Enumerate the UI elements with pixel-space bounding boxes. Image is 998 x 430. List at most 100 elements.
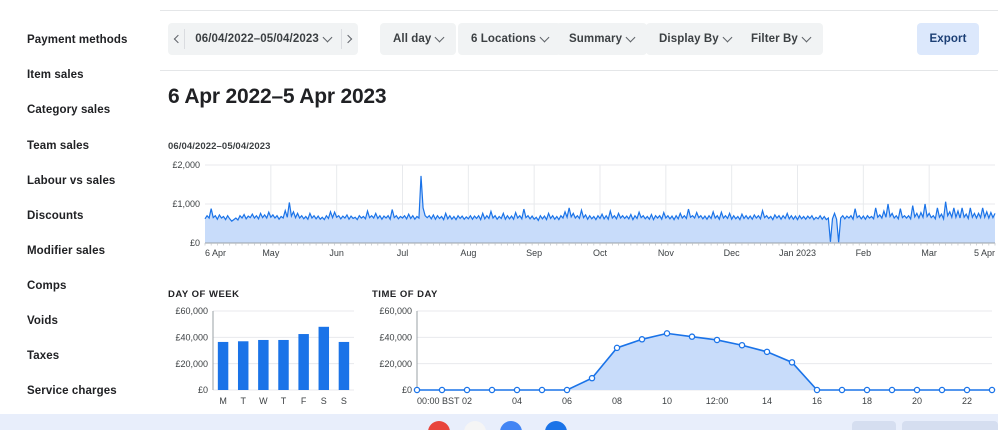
- data-point-marker: [763, 348, 771, 356]
- y-tick-label: £40,000: [379, 333, 412, 343]
- x-tick-label: M: [219, 396, 227, 406]
- bar: [258, 339, 269, 390]
- day-of-week-chart[interactable]: £0 £20,000 £40,000 £60,000 M T W T F S S: [168, 303, 358, 408]
- display-by-selector[interactable]: Display By: [646, 23, 744, 55]
- time-of-day-chart[interactable]: £0 £20,000 £40,000 £60,000 00:00 BST 02 04 06 08…: [372, 303, 998, 408]
- sidebar-item-team-sales[interactable]: Team sales: [27, 139, 89, 153]
- sidebar-item-taxes[interactable]: Taxes: [27, 349, 59, 363]
- locations-label: 6 Locations: [471, 33, 537, 45]
- data-point-marker: [638, 336, 646, 343]
- page-title: 6 Apr 2022–5 Apr 2023: [168, 85, 387, 108]
- sidebar-item-label: Item sales: [27, 69, 84, 81]
- app-icon-white[interactable]: [464, 421, 486, 430]
- x-tick-label: S: [321, 396, 327, 406]
- x-tick-label: Mar: [921, 248, 937, 258]
- x-tick-label: T: [281, 396, 287, 406]
- sidebar-item-voids[interactable]: Voids: [27, 314, 58, 328]
- sidebar-item-payment-methods[interactable]: Payment methods: [27, 33, 128, 47]
- x-tick-label: 10: [662, 396, 672, 406]
- sidebar-item-label: Taxes: [27, 350, 60, 362]
- y-tick-label: £40,000: [175, 333, 208, 343]
- daily-sales-chart[interactable]: £0 £1,000 £2,000 6 Apr May Jun Jul Aug Sep Oct Nov…: [168, 155, 998, 260]
- app-icon-red[interactable]: [428, 421, 450, 430]
- bar: [318, 326, 330, 390]
- chevron-down-icon: [539, 32, 550, 42]
- date-next-button[interactable]: [342, 23, 358, 55]
- export-label: Export: [929, 33, 967, 45]
- sidebar-item-item-sales[interactable]: Item sales: [27, 68, 84, 82]
- x-tick-label: S: [341, 396, 347, 406]
- series-line: [417, 332, 992, 391]
- data-point-marker: [563, 386, 571, 394]
- sidebar-item-modifier-sales[interactable]: Modifier sales: [27, 244, 105, 258]
- x-tick-label: Jun: [329, 248, 344, 258]
- x-tick-label: 18: [862, 396, 872, 406]
- x-tick-label: W: [259, 396, 268, 406]
- date-range-value[interactable]: 06/04/2022–05/04/2023: [185, 23, 341, 55]
- chevron-down-icon: [322, 32, 333, 42]
- y-tick-label: £20,000: [175, 359, 208, 369]
- app-icon-blue-doc[interactable]: [500, 421, 522, 430]
- x-tick-label: F: [301, 396, 307, 406]
- chevron-down-icon: [434, 32, 445, 42]
- sidebar-item-category-sales[interactable]: Category sales: [27, 103, 110, 117]
- chevron-right-icon: [344, 34, 353, 44]
- x-tick-label: 20: [912, 396, 922, 406]
- data-point-marker: [963, 386, 971, 394]
- data-point-marker: [838, 386, 846, 394]
- summary-selector[interactable]: Summary: [556, 23, 648, 55]
- bar: [217, 341, 229, 390]
- data-point-marker: [613, 344, 621, 352]
- bar: [298, 334, 309, 390]
- data-point-marker: [588, 374, 596, 382]
- sidebar-item-labour-vs-sales[interactable]: Labour vs sales: [27, 174, 115, 188]
- data-point-marker: [913, 386, 921, 394]
- x-tick-label: Jul: [397, 248, 409, 258]
- chevron-down-icon: [801, 32, 812, 42]
- app-icon-blue[interactable]: [545, 421, 567, 430]
- all-day-label: All day: [393, 33, 432, 45]
- dock-chip-right[interactable]: [902, 421, 998, 430]
- day-of-week-svg: £0 £20,000 £40,000 £60,000 M T W T F S S: [175, 306, 354, 406]
- data-point-marker: [938, 386, 946, 394]
- sidebar-item-label: Discounts: [27, 210, 84, 222]
- display-by-label: Display By: [659, 33, 719, 45]
- x-tick-label: May: [262, 248, 280, 258]
- y-tick-label: £60,000: [175, 306, 208, 316]
- y-tick-label: £60,000: [379, 306, 412, 316]
- x-tick-label: 04: [512, 396, 522, 406]
- time-of-day-title: TIME OF DAY: [372, 289, 438, 300]
- taskbar: [0, 414, 998, 430]
- sidebar-nav: Payment methods Item sales Category sales T…: [0, 0, 160, 414]
- sidebar-item-service-charges[interactable]: Service charges: [27, 384, 117, 398]
- data-point-marker: [863, 386, 871, 394]
- data-point-marker: [813, 386, 821, 394]
- time-of-day-svg: £0 £20,000 £40,000 £60,000 00:00 BST 02 04 06 08…: [379, 306, 996, 406]
- filter-by-selector[interactable]: Filter By: [738, 23, 823, 55]
- locations-filter[interactable]: 6 Locations: [458, 23, 562, 55]
- x-tick-label: 02: [462, 396, 472, 406]
- filter-by-label: Filter By: [751, 33, 798, 45]
- all-day-filter[interactable]: All day: [380, 23, 457, 55]
- sidebar-item-discounts[interactable]: Discounts: [27, 209, 84, 223]
- toolbar-divider: [160, 70, 998, 71]
- date-prev-button[interactable]: [168, 23, 184, 55]
- dock-chip-left[interactable]: [852, 421, 896, 430]
- sidebar-item-label: Category sales: [27, 104, 111, 116]
- data-point-marker: [988, 386, 996, 394]
- y-tick-label: £0: [198, 385, 208, 395]
- sidebar-item-label: Team sales: [27, 140, 90, 152]
- x-tick-label: T: [240, 396, 246, 406]
- sidebar-item-comps[interactable]: Comps: [27, 279, 66, 293]
- data-point-marker: [513, 386, 521, 394]
- sidebar-item-label: Payment methods: [27, 34, 128, 46]
- data-point-marker: [538, 386, 546, 394]
- date-range-selector[interactable]: 06/04/2022–05/04/2023: [168, 23, 358, 55]
- x-tick-label: Oct: [593, 248, 608, 258]
- export-button[interactable]: Export: [917, 23, 979, 55]
- bar: [338, 341, 350, 390]
- sidebar-item-label: Modifier sales: [27, 245, 106, 257]
- chevron-down-icon: [625, 32, 636, 42]
- x-tick-label: 6 Apr: [205, 248, 226, 258]
- data-point-marker: [738, 341, 746, 349]
